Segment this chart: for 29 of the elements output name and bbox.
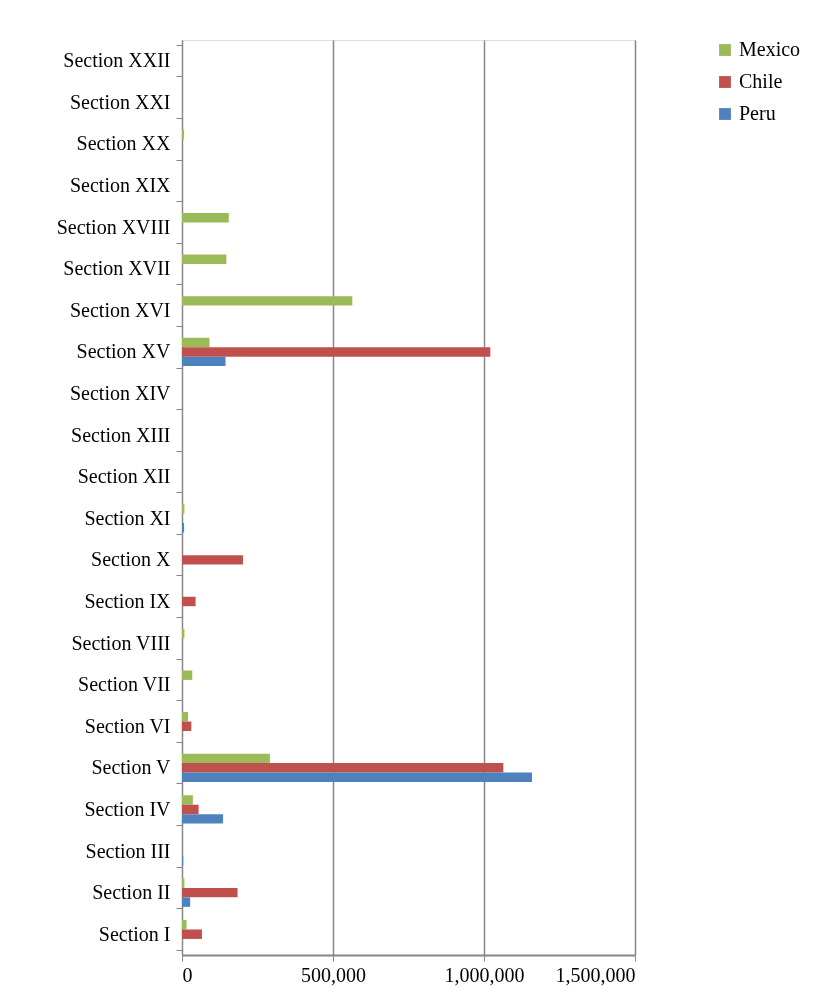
y-tick-label: Section VII — [78, 673, 171, 696]
legend-label: Peru — [739, 102, 776, 124]
y-tick-label: Section IV — [84, 797, 172, 820]
y-tick-label: Section VIII — [71, 631, 171, 654]
y-tick-label: Section XXI — [69, 90, 171, 113]
x-tick-label: 1,500,000 — [555, 963, 636, 986]
y-tick-label: Section IX — [84, 589, 172, 612]
y-tick-label: Section XII — [77, 465, 171, 488]
y-tick-label: Section X — [91, 548, 172, 571]
y-tick-label: Section XVIII — [56, 215, 171, 238]
y-tick-label: Section XVI — [69, 298, 171, 321]
y-tick-label: Section XV — [76, 340, 172, 363]
y-tick-label: Section XIV — [69, 382, 172, 405]
y-tick-label: Section XXII — [63, 49, 171, 72]
y-tick-label: Section XX — [76, 132, 172, 155]
y-tick-label: Section XIII — [71, 423, 171, 446]
legend-label: Mexico — [739, 38, 801, 60]
x-tick-label: 0 — [182, 963, 193, 986]
y-tick-label: Section XIX — [69, 174, 172, 197]
x-tick-label: 500,000 — [301, 963, 366, 986]
x-tick-label: 1,000,000 — [444, 963, 525, 986]
y-tick-label: Section I — [98, 922, 171, 945]
y-tick-label: Section VI — [84, 714, 171, 737]
y-tick-label: Section V — [91, 756, 172, 779]
y-tick-label: Section XI — [84, 506, 171, 529]
y-tick-label: Section XVII — [63, 257, 171, 280]
y-tick-label: Section III — [85, 839, 171, 862]
y-tick-label: Section II — [92, 881, 171, 904]
legend-label: Chile — [739, 70, 783, 92]
